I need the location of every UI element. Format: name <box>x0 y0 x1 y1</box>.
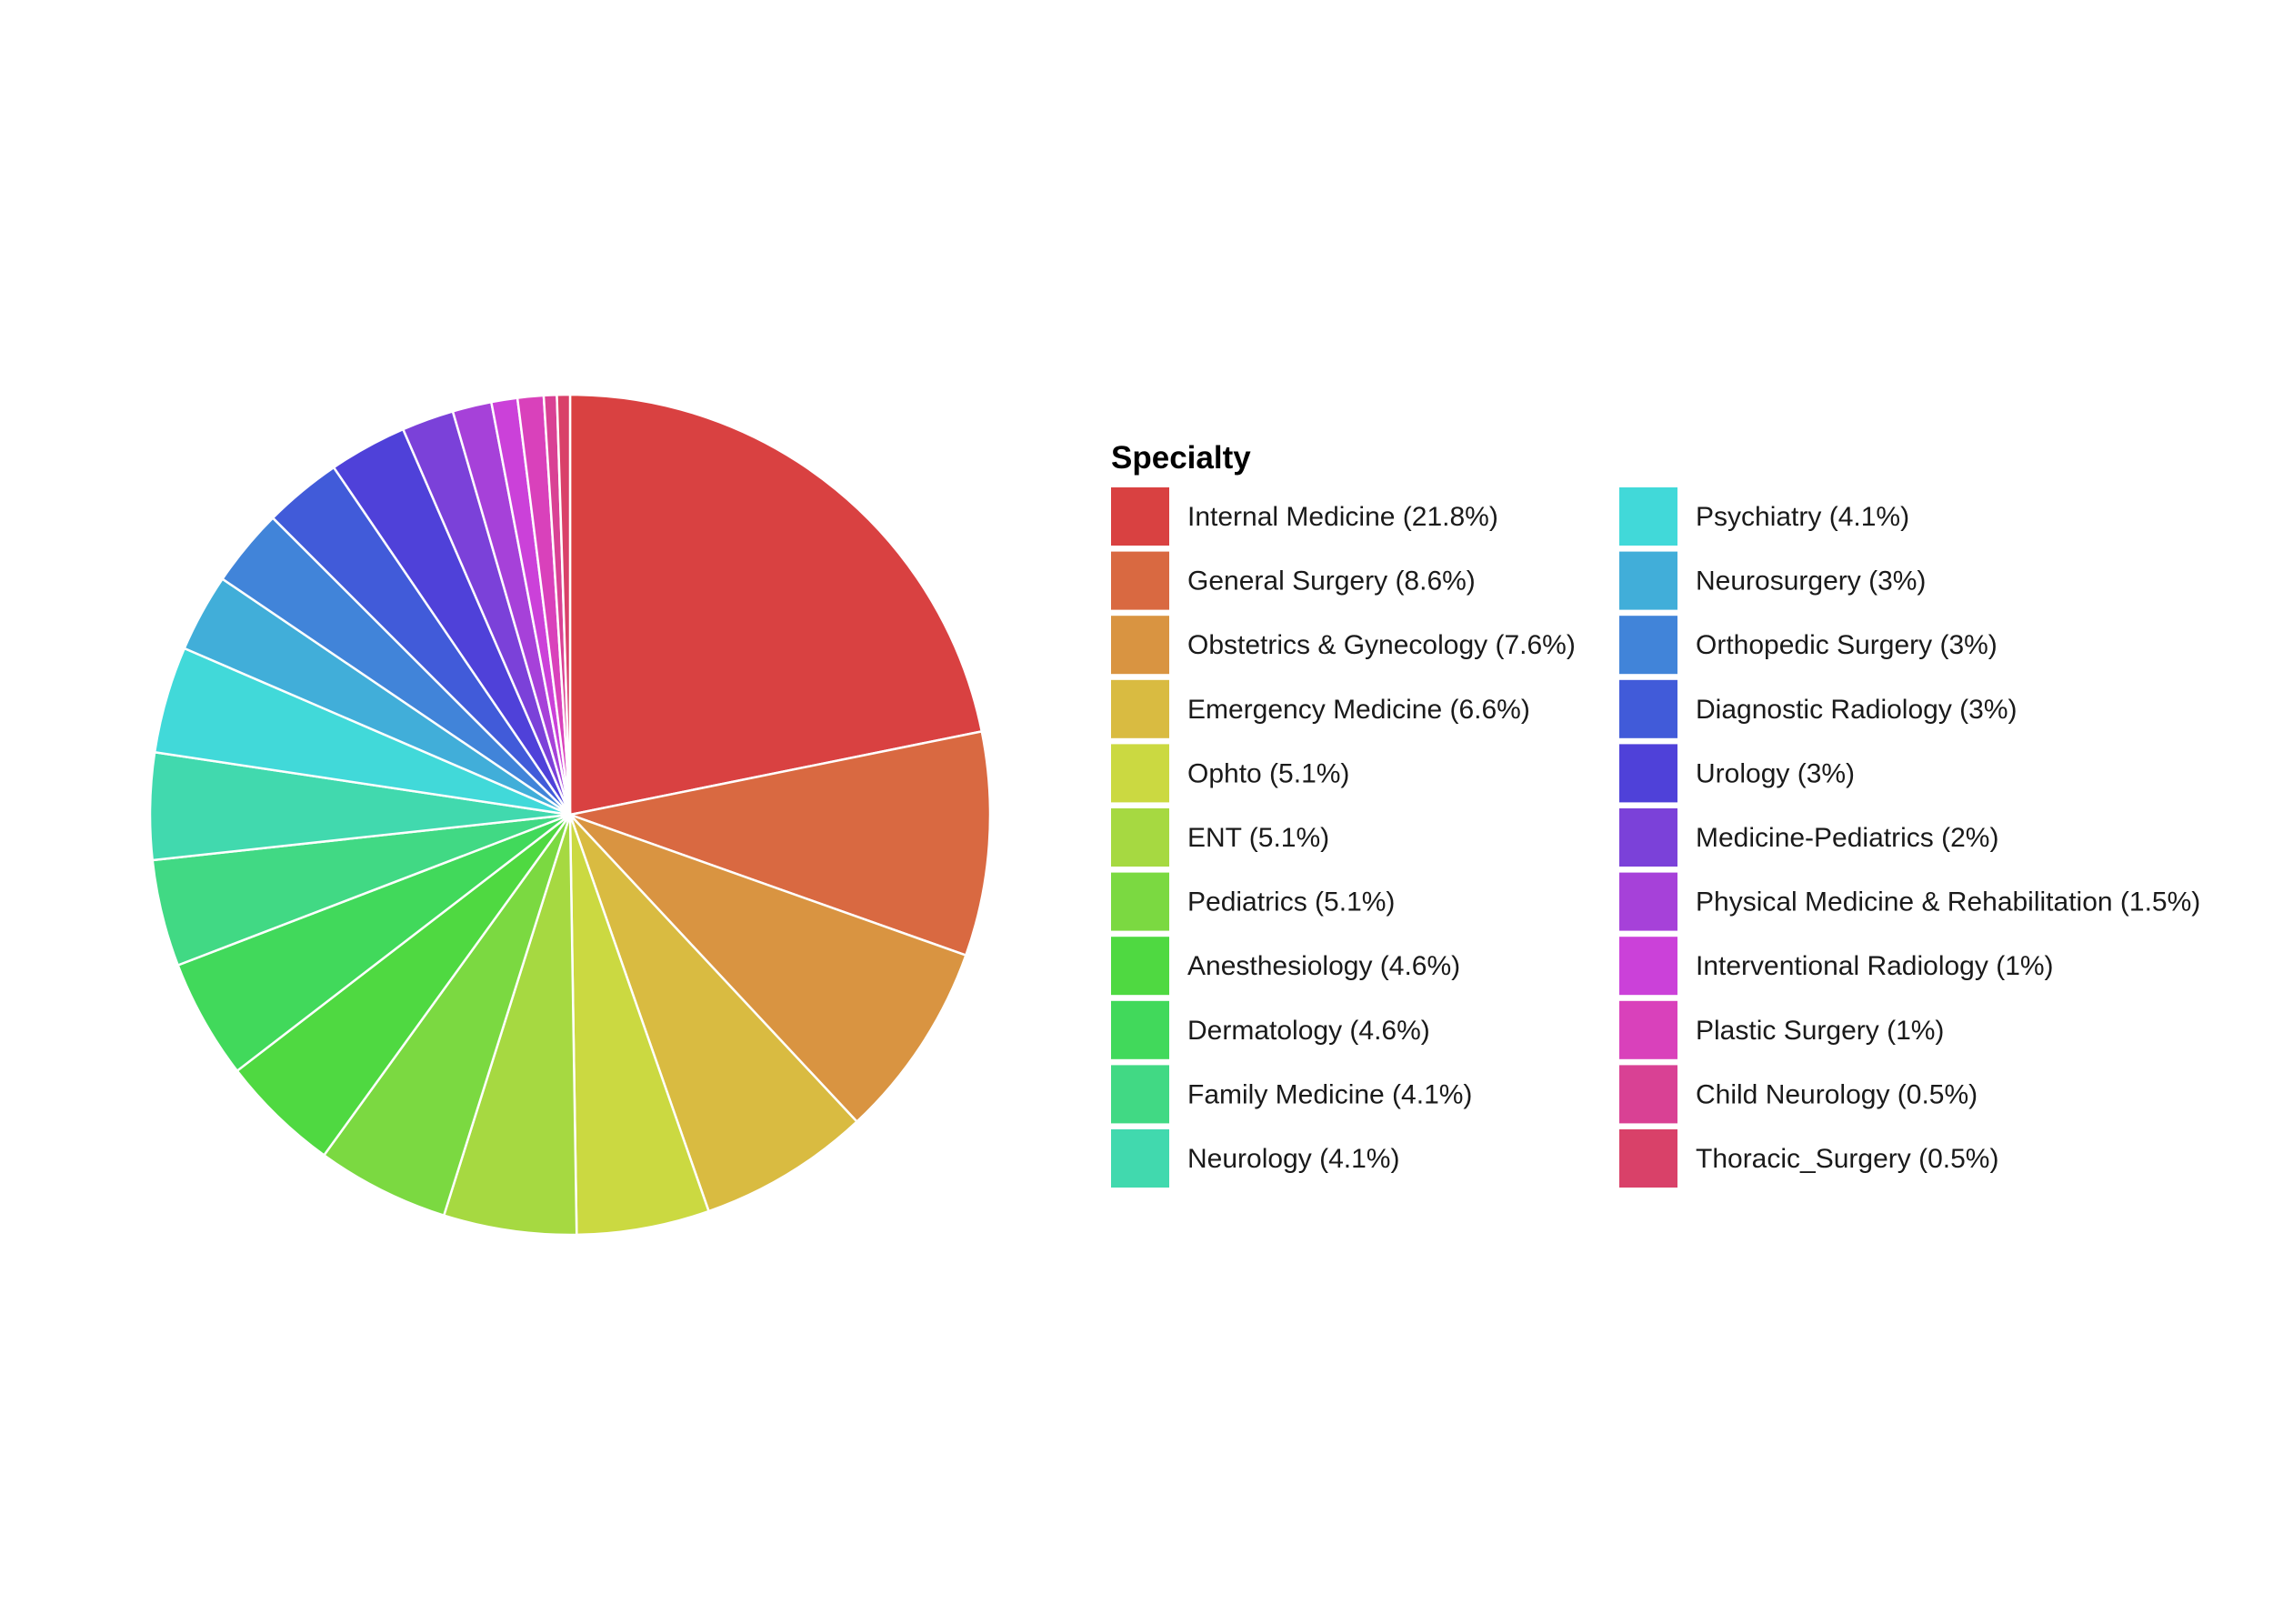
legend-key-7 <box>1111 872 1169 931</box>
legend-label-14: Orthopedic Surgery (3%) <box>1696 630 1998 660</box>
legend-label-22: Thoracic_Surgery (0.5%) <box>1696 1144 1998 1174</box>
legend-label-20: Plastic Surgery (1%) <box>1696 1016 1944 1046</box>
legend-label-18: Physical Medicine & Rehabilitation (1.5%… <box>1696 887 2200 917</box>
legend-key-9 <box>1111 1000 1169 1059</box>
legend-key-18 <box>1619 872 1677 931</box>
legend-label-15: Diagnostic Radiology (3%) <box>1696 695 2018 725</box>
legend-key-13 <box>1619 551 1677 610</box>
legend-label-4: Emergency Medicine (6.6%) <box>1187 695 1530 725</box>
legend-label-5: Ophto (5.1%) <box>1187 758 1349 788</box>
pie-slice-2 <box>568 730 992 957</box>
pie-slice-3 <box>568 813 967 1123</box>
legend-label-1: Internal Medicine (21.8%) <box>1187 502 1498 532</box>
pie-slice-7 <box>323 813 572 1217</box>
pie-slice-22 <box>556 393 572 817</box>
legend-label-6: ENT (5.1%) <box>1187 823 1329 853</box>
legend-key-21 <box>1619 1065 1677 1124</box>
legend-label-3: Obstetrics & Gynecology (7.6%) <box>1187 630 1576 660</box>
legend-key-16 <box>1619 744 1677 803</box>
legend: Specialty Internal Medicine (21.8%) Gener… <box>1111 440 2200 1188</box>
pie-slice-5 <box>568 813 710 1237</box>
legend-label-9: Dermatology (4.6%) <box>1187 1016 1430 1046</box>
legend-label-12: Psychiatry (4.1%) <box>1696 502 1909 532</box>
legend-key-14 <box>1619 616 1677 675</box>
legend-key-22 <box>1619 1129 1677 1188</box>
legend-label-17: Medicine-Pediatrics (2%) <box>1696 823 1998 853</box>
pie-slice-1 <box>568 393 984 817</box>
legend-label-16: Urology (3%) <box>1696 758 1855 788</box>
legend-key-11 <box>1111 1129 1169 1188</box>
pie-slice-6 <box>443 813 578 1237</box>
legend-label-19: Interventional Radiology (1%) <box>1696 951 2054 981</box>
legend-key-4 <box>1111 679 1169 738</box>
legend-label-8: Anesthesiology (4.6%) <box>1187 951 1460 981</box>
legend-label-21: Child Neurology (0.5%) <box>1696 1079 1978 1109</box>
legend-key-5 <box>1111 744 1169 803</box>
legend-key-8 <box>1111 937 1169 996</box>
legend-label-2: General Surgery (8.6%) <box>1187 566 1476 596</box>
legend-label-10: Family Medicine (4.1%) <box>1187 1079 1472 1109</box>
pie-slice-4 <box>568 813 858 1213</box>
legend-key-10 <box>1111 1065 1169 1124</box>
legend-title: Specialty <box>1111 440 1251 476</box>
legend-key-19 <box>1619 937 1677 996</box>
legend-key-1 <box>1111 487 1169 546</box>
pie-slices <box>148 393 992 1237</box>
legend-label-11: Neurology (4.1%) <box>1187 1144 1399 1174</box>
legend-label-13: Neurosurgery (3%) <box>1696 566 1926 596</box>
legend-key-20 <box>1619 1000 1677 1059</box>
legend-key-12 <box>1619 487 1677 546</box>
legend-key-3 <box>1111 616 1169 675</box>
legend-key-17 <box>1619 808 1677 867</box>
legend-key-6 <box>1111 808 1169 867</box>
legend-key-15 <box>1619 679 1677 738</box>
legend-label-7: Pediatrics (5.1%) <box>1187 887 1395 917</box>
legend-key-2 <box>1111 551 1169 610</box>
